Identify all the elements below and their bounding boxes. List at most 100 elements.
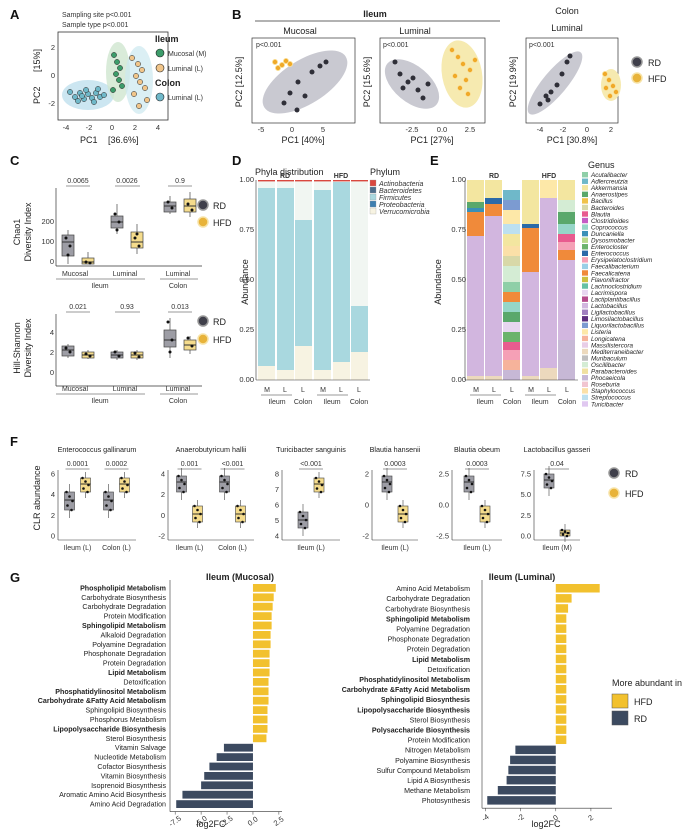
- pca-b-hfd-point: [462, 77, 469, 84]
- genus-legend-label: Akkermansia: [590, 185, 628, 192]
- x-tick-label: 2: [586, 813, 595, 823]
- pca-b-hfd-point: [456, 85, 463, 92]
- f-hfd-point: [319, 490, 323, 494]
- pca-b-hfd-point: [451, 73, 458, 80]
- panel-c-letter: C: [10, 153, 20, 168]
- log2fc-bar: [201, 781, 253, 790]
- pathway-label: Alkaloid Degradation: [101, 631, 167, 639]
- panel-b3-xtick-4: 2: [609, 125, 613, 134]
- panel-a-xtick-1: -4: [63, 123, 70, 132]
- panel-e-site-3: Ileum: [531, 399, 548, 406]
- f-hfd-point: [565, 534, 569, 538]
- log2fc-bar: [487, 796, 556, 805]
- pathway-label: Carbohydrate Biosynthesis: [81, 594, 166, 602]
- genus-segment: [503, 234, 520, 246]
- genus-segment: [503, 282, 520, 292]
- c-data-point: [113, 212, 117, 216]
- genus-legend-label: Ligilactobacillus: [591, 310, 636, 317]
- pathway-label: Vitamin Salvage: [115, 744, 166, 752]
- panel-f-pval: 0.0003: [466, 461, 488, 468]
- pathway-label: Amino Acid Metabolism: [396, 585, 470, 593]
- pca-b-hfd-point: [454, 54, 461, 61]
- log2fc-bar: [204, 772, 253, 780]
- f-rd-point: [547, 476, 551, 479]
- panel-f-group-label: Ileum (L): [463, 545, 491, 552]
- panel-c-ytick: 200: [41, 217, 54, 226]
- panel-b-legend-rd-icon: [631, 56, 643, 68]
- panel-e-site-2: Colon: [503, 399, 521, 406]
- panel-b-sub-2: Luminal: [399, 26, 431, 36]
- panel-d-xtick-1: M: [264, 387, 270, 394]
- phyla-segment-actinobacteria: [295, 180, 312, 182]
- genus-segment: [558, 224, 575, 234]
- f-rd-point: [104, 490, 107, 494]
- panel-a-xtick-4: 2: [133, 123, 137, 132]
- genus-segment: [522, 180, 539, 224]
- log2fc-bar: [555, 725, 567, 734]
- phylum-legend-label: Verrucomicrobia: [379, 209, 430, 216]
- c-data-point: [170, 338, 174, 342]
- f-rd-point: [388, 482, 392, 486]
- pca-a-colon-point: [72, 94, 78, 100]
- c-data-point: [190, 208, 194, 212]
- log2fc-bar: [555, 715, 567, 724]
- panel-a-xpct: [36.6%]: [108, 135, 139, 145]
- log2fc-bar: [497, 786, 556, 795]
- panel-c-bottom-site-2: Colon: [169, 398, 187, 405]
- genus-segment: [540, 198, 557, 368]
- panel-f-ytick: 2.5: [521, 511, 531, 520]
- phyla-segment-verrucomicrobia: [351, 352, 368, 380]
- log2fc-bar: [555, 594, 572, 603]
- genus-segment: [522, 228, 539, 272]
- pathway-label: Nitrogen Metabolism: [405, 747, 470, 755]
- f-hfd-point: [239, 508, 242, 512]
- pca-a-colon-point: [101, 92, 107, 98]
- panel-b: B Ileum Colon Mucosal Luminal Luminal p<…: [232, 6, 667, 145]
- log2fc-bar: [252, 696, 269, 705]
- f-hfd-point: [403, 520, 407, 524]
- pca-b-rd-point: [287, 90, 293, 96]
- panel-f-ylabel: CLR abundance: [32, 465, 42, 530]
- pathway-label: Methane Metabolism: [404, 787, 470, 795]
- c-data-point: [64, 236, 68, 240]
- f-hfd-box: [313, 477, 325, 493]
- f-hfd-point: [401, 508, 405, 512]
- pathway-label: Photosynthesis: [422, 797, 471, 805]
- panel-g-legend-hfd: HFD: [634, 697, 653, 707]
- pathway-label: Lipopolysaccharide Biosynthesis: [53, 725, 166, 733]
- panel-g-chart-mucosal: Phospholipid Metabolism Carbohydrate Bios…: [38, 580, 285, 829]
- log2fc-bar: [555, 685, 567, 694]
- c-top-hfd-luminal-box: [130, 231, 144, 249]
- panel-c-bottom-group-1: Mucosal: [62, 386, 89, 393]
- genus-legend-label: Faecalibacterium: [591, 264, 639, 271]
- genus-legend-label: Blautia: [591, 211, 611, 218]
- panel-f-ytick: 6: [51, 470, 55, 479]
- f-rd-point: [177, 474, 180, 478]
- phyla-segment-firmicutes: [277, 188, 294, 370]
- panel-a-ytick-2: 0: [51, 71, 55, 80]
- f-hfd-point: [125, 490, 128, 494]
- panel-b2-frame: [379, 37, 486, 124]
- panel-b2-points: [392, 47, 478, 101]
- f-rd-box: [543, 473, 555, 489]
- pathway-label: Carbohydrate Biosynthesis: [385, 605, 470, 613]
- panel-f-ytick: 2: [365, 470, 369, 479]
- panel-b3-xtick-2: -2: [560, 125, 567, 134]
- panel-e-letter: E: [430, 153, 439, 168]
- log2fc-bar: [555, 664, 567, 674]
- log2fc-bar: [252, 687, 269, 696]
- f-rd-point: [304, 518, 308, 522]
- phyla-segment-firmicutes: [333, 182, 350, 362]
- panel-a-stat-1: Sampling site p<0.001: [62, 12, 132, 19]
- c-data-point: [117, 220, 121, 224]
- genus-legend-swatch: [582, 270, 588, 276]
- panel-d-xtick-6: L: [357, 387, 361, 394]
- panel-f-ytick: 8: [275, 470, 279, 479]
- genus-segment: [467, 202, 484, 208]
- panel-b3-xtick-3: 0: [585, 125, 589, 134]
- log2fc-bar: [182, 790, 253, 799]
- genus-legend-label: Lacrimispora: [591, 290, 628, 297]
- panel-g-chart-luminal: Amino Acid Metabolism Carbohydrate Degrad…: [342, 580, 612, 823]
- panel-d-ytick-4: 0.25: [239, 325, 254, 334]
